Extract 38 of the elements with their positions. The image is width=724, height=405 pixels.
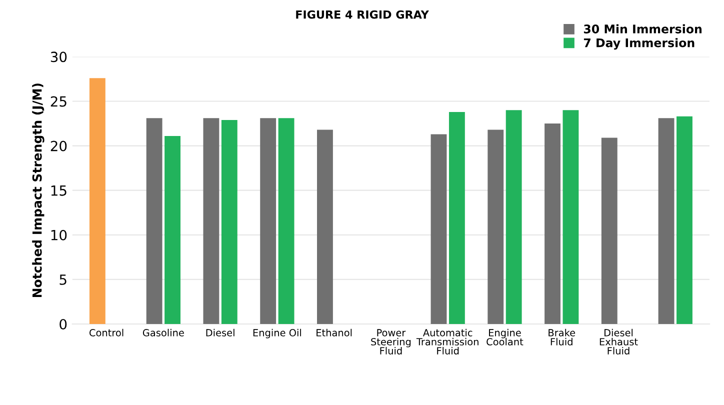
bar (448, 112, 465, 324)
bar (221, 120, 238, 324)
y-axis-title: Notched Impact Strength (J/M) (32, 84, 44, 298)
legend-label: 7 Day Immersion (584, 38, 694, 50)
bar (89, 78, 106, 324)
bar (488, 130, 504, 324)
y-tick-label: 20 (50, 140, 67, 152)
bar (430, 134, 447, 324)
x-tick-label: Diesel Exhaust Fluid (600, 328, 638, 354)
bar (164, 136, 180, 324)
bar (260, 118, 276, 324)
bar (203, 118, 220, 324)
chart-title: FIGURE 4 RIGID GRAY (296, 10, 429, 19)
y-tick-label: 0 (60, 318, 67, 330)
bar (544, 124, 560, 324)
x-tick-label: Automatic Transmission Fluid (416, 328, 478, 354)
bar (676, 116, 692, 324)
bar (562, 110, 579, 324)
x-tick-label: Gasoline (142, 328, 184, 336)
y-tick-label: 15 (51, 186, 66, 196)
y-tick-label: 25 (50, 96, 66, 107)
y-tick-label: 5 (60, 274, 66, 285)
x-tick-label: Ethanol (316, 328, 352, 336)
bar (601, 138, 618, 324)
y-tick-label: 10 (51, 230, 67, 240)
bar (506, 110, 522, 324)
legend-label: 30 Min Immersion (584, 24, 702, 34)
x-tick-label: Engine Oil (253, 328, 302, 338)
bar (146, 118, 162, 324)
bar (658, 118, 674, 324)
bar (317, 130, 333, 324)
x-tick-label: Brake Fluid (548, 328, 576, 346)
x-tick-label: Diesel (206, 328, 234, 336)
x-tick-label: Engine Coolant (486, 328, 524, 346)
bar (278, 118, 294, 324)
x-tick-label: Control (90, 328, 124, 336)
x-tick-label: Power Steering Fluid (371, 329, 411, 354)
y-tick-label: 30 (50, 52, 67, 62)
